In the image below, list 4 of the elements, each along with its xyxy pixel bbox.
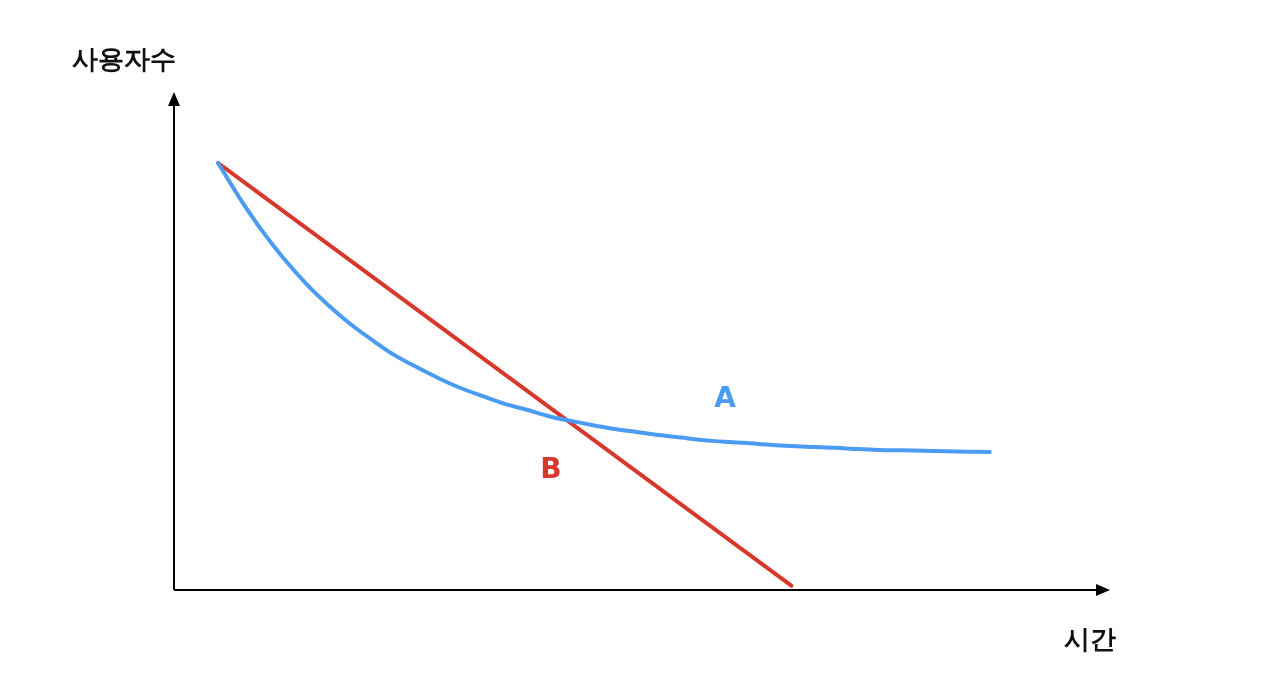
series-label: B bbox=[540, 452, 562, 486]
y-axis-title: 사용자수 bbox=[72, 43, 176, 76]
series-label: A bbox=[714, 381, 737, 415]
x-axis-title: 시간 bbox=[1064, 623, 1116, 656]
